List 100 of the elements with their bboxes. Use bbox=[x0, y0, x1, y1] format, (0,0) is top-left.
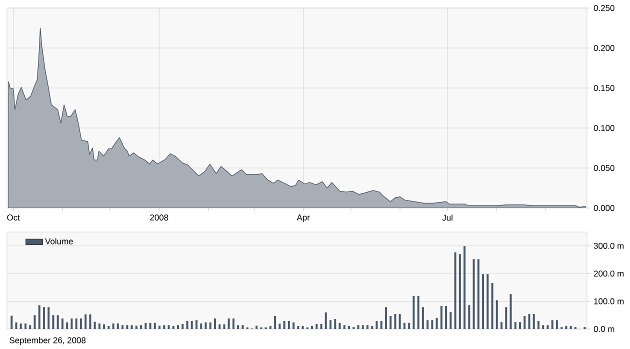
bar bbox=[126, 325, 128, 329]
y-tick-label: 0.000 bbox=[594, 205, 614, 211]
bar bbox=[288, 320, 290, 329]
bar bbox=[514, 322, 516, 329]
bar bbox=[440, 306, 442, 329]
bar bbox=[343, 325, 346, 329]
bar bbox=[454, 252, 456, 329]
bar bbox=[556, 320, 558, 329]
bar bbox=[357, 325, 360, 329]
bar bbox=[426, 320, 429, 329]
bar bbox=[269, 326, 272, 329]
bar bbox=[34, 315, 36, 329]
bar bbox=[436, 318, 438, 329]
bar bbox=[204, 322, 207, 329]
bar bbox=[274, 316, 276, 329]
bar bbox=[66, 322, 68, 329]
bar bbox=[551, 320, 554, 329]
bar bbox=[316, 324, 318, 329]
y-tick-label: 100.0 m bbox=[594, 298, 624, 304]
bar bbox=[20, 323, 22, 329]
bar bbox=[158, 326, 161, 329]
x-tick-label: Oct bbox=[7, 214, 20, 221]
bar bbox=[48, 307, 50, 329]
y-tick-label: 0.050 bbox=[594, 165, 614, 171]
bar bbox=[320, 324, 322, 329]
bar bbox=[468, 305, 470, 329]
legend-label: Volume bbox=[45, 238, 73, 244]
bar bbox=[163, 325, 166, 329]
bar bbox=[524, 316, 526, 329]
bar bbox=[61, 318, 64, 329]
bar bbox=[384, 307, 387, 329]
bar bbox=[242, 325, 244, 329]
bar bbox=[223, 324, 226, 329]
bar bbox=[176, 325, 179, 329]
bar bbox=[311, 326, 314, 329]
bar bbox=[398, 314, 401, 329]
bar bbox=[324, 312, 327, 329]
bar bbox=[195, 320, 198, 329]
bar bbox=[532, 314, 535, 329]
y-tick-label: 200.0 m bbox=[594, 270, 624, 277]
bar bbox=[491, 282, 494, 329]
bar bbox=[182, 324, 184, 329]
bar bbox=[458, 254, 461, 329]
bar bbox=[29, 325, 32, 329]
bar bbox=[52, 315, 54, 329]
bar bbox=[292, 322, 295, 329]
bar bbox=[366, 325, 368, 329]
bar bbox=[144, 322, 147, 329]
bar bbox=[338, 322, 341, 329]
bar bbox=[486, 274, 489, 329]
x-tick-label: Apr bbox=[296, 214, 310, 222]
bar bbox=[103, 324, 106, 329]
bar bbox=[362, 325, 364, 329]
bar bbox=[297, 326, 300, 329]
bar bbox=[482, 274, 484, 329]
bar bbox=[518, 322, 521, 329]
bar bbox=[408, 322, 410, 329]
bar bbox=[417, 296, 420, 329]
bar bbox=[278, 324, 281, 329]
bar bbox=[38, 305, 40, 329]
y-tick-label: 0.0 m bbox=[594, 326, 614, 332]
bar bbox=[200, 323, 202, 329]
bar bbox=[75, 318, 78, 329]
bar bbox=[190, 320, 193, 329]
bar bbox=[570, 326, 572, 329]
y-tick-label: 0.200 bbox=[594, 45, 614, 51]
bar bbox=[140, 325, 142, 329]
bar bbox=[445, 306, 448, 329]
bar bbox=[496, 300, 498, 329]
bar bbox=[172, 326, 174, 329]
bar bbox=[371, 326, 374, 329]
bar bbox=[94, 322, 96, 329]
x-tick-label: 2008 bbox=[150, 214, 168, 221]
bar bbox=[528, 314, 530, 329]
bar bbox=[24, 323, 26, 329]
bar bbox=[334, 319, 336, 329]
bar bbox=[98, 323, 100, 329]
bar bbox=[431, 320, 434, 329]
bar bbox=[149, 322, 152, 329]
bar bbox=[218, 324, 221, 329]
bar bbox=[500, 322, 503, 329]
bar bbox=[130, 325, 133, 329]
bar bbox=[116, 323, 119, 329]
bar bbox=[80, 318, 82, 329]
bar bbox=[214, 318, 216, 329]
bar bbox=[472, 259, 475, 329]
y-tick-label: 300.0 m bbox=[594, 242, 624, 249]
bar bbox=[283, 320, 286, 329]
bar bbox=[56, 315, 59, 329]
bar bbox=[380, 320, 382, 329]
bar bbox=[537, 320, 540, 329]
bar bbox=[209, 322, 212, 329]
bar bbox=[376, 320, 378, 329]
bar bbox=[256, 326, 258, 329]
bar bbox=[10, 316, 13, 329]
bar bbox=[42, 307, 45, 329]
bar bbox=[112, 323, 114, 329]
bar bbox=[232, 318, 234, 329]
bar bbox=[450, 312, 452, 329]
bar bbox=[186, 320, 188, 329]
